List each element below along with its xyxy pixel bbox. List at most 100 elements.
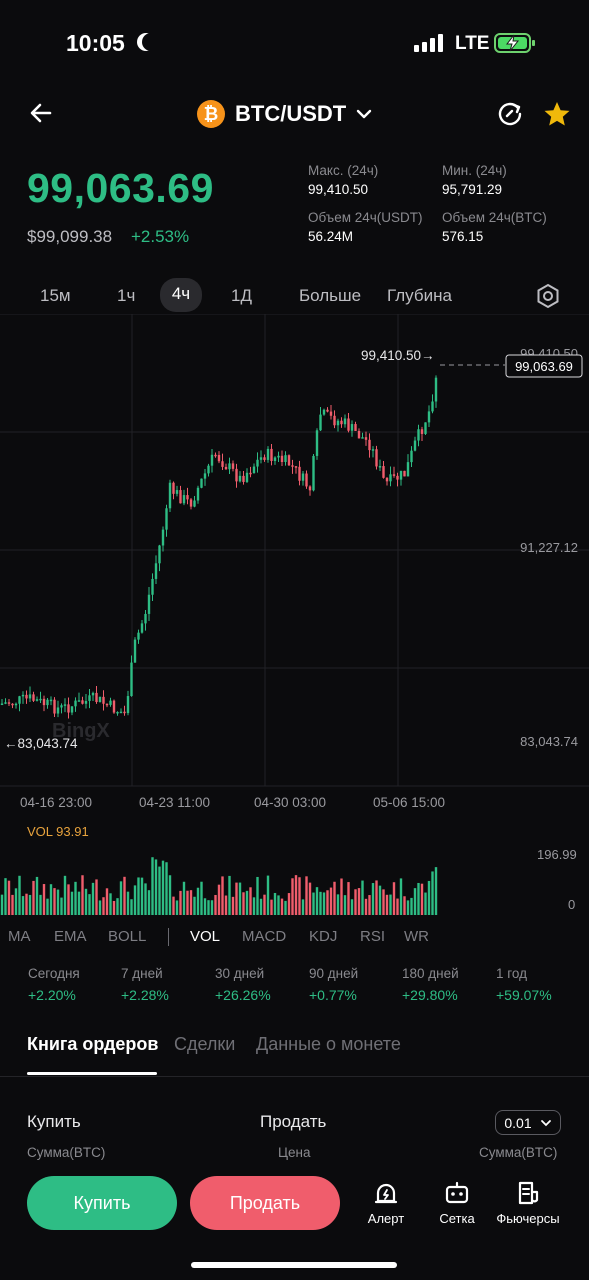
futures-label[interactable]: Фьючерсы [496, 1211, 560, 1226]
indicator-kdj[interactable]: KDJ [309, 928, 338, 945]
precision-select[interactable]: 0.01 [495, 1110, 561, 1135]
y-label-mid: 91,227.12 [520, 540, 578, 555]
candle-body [413, 440, 417, 451]
volume-bar [375, 880, 378, 915]
volume-bar [196, 887, 200, 915]
alert-bell-icon[interactable] [373, 1180, 399, 1206]
volume-bar [28, 894, 32, 915]
grid-bot-icon[interactable] [444, 1180, 470, 1206]
tab-order-book[interactable]: Книга ордеров [27, 1034, 159, 1054]
perf-label-180d: 180 дней [402, 966, 459, 981]
volume-bar [413, 888, 417, 915]
pair-selector[interactable]: ₿ BTC/USDT [197, 98, 372, 130]
candle-body [399, 470, 403, 480]
volume-bar [434, 867, 438, 915]
tab-15m[interactable]: 15м [40, 286, 71, 305]
indicator-rsi[interactable]: RSI [360, 928, 386, 945]
indicator-ema[interactable]: EMA [54, 928, 87, 945]
tab-1d[interactable]: 1Д [231, 286, 252, 305]
sell-button[interactable]: Продать [190, 1176, 340, 1230]
volume-bar [179, 890, 182, 915]
candle-body [95, 692, 98, 702]
volume-bar [63, 875, 67, 915]
candle-body [319, 414, 322, 431]
volume-bar [221, 876, 224, 915]
candle-body [329, 411, 333, 416]
volume-bar [182, 881, 186, 915]
vol-btc-value: 576.15 [442, 229, 484, 244]
volume-bar [105, 888, 109, 915]
buy-button[interactable]: Купить [27, 1176, 177, 1230]
perf-label-90d: 90 дней [309, 966, 359, 981]
volume-bar [266, 875, 270, 915]
volume-bar [347, 882, 350, 915]
candlestick-chart[interactable]: BingX 99,410.50→ ←83,043.74 99,410.50 91… [0, 314, 589, 822]
volume-bar [74, 881, 77, 915]
candle-body [203, 473, 207, 479]
candle-body [14, 703, 18, 706]
volume-bar [410, 897, 413, 915]
candle-body [221, 461, 224, 467]
volume-bar [235, 882, 238, 915]
volume-bar [368, 895, 371, 915]
volume-bar [151, 857, 154, 915]
star-icon[interactable] [543, 100, 571, 128]
volume-bar [140, 877, 144, 915]
indicator-vol[interactable]: VOL [190, 928, 221, 945]
volume-bar [154, 859, 158, 915]
candle-body [196, 487, 200, 501]
volume-bar [200, 881, 203, 915]
candle-body [277, 455, 280, 458]
volume-bar [364, 898, 368, 915]
tab-trades[interactable]: Сделки [174, 1034, 236, 1054]
candle-body [28, 694, 32, 699]
tab-depth[interactable]: Глубина [387, 286, 452, 305]
candle-body [25, 694, 28, 699]
volume-bar [102, 897, 105, 915]
volume-bar [326, 890, 329, 915]
candle-body [123, 711, 126, 714]
alert-label[interactable]: Алерт [367, 1211, 405, 1226]
tab-4h[interactable]: 4ч [160, 278, 202, 312]
candle-body [287, 455, 291, 466]
grid-label[interactable]: Сетка [439, 1211, 475, 1226]
volume-bar [88, 894, 91, 915]
tab-1h[interactable]: 1ч [117, 286, 136, 305]
candle-body [301, 473, 305, 481]
chart-grid [0, 314, 589, 787]
volume-bar [378, 885, 382, 915]
tab-more[interactable]: Больше [299, 286, 362, 305]
futures-icon[interactable] [515, 1180, 541, 1206]
volume-bar [130, 899, 133, 915]
indicator-boll[interactable]: BOLL [108, 928, 147, 945]
usd-price: $99,099.38 [27, 227, 113, 246]
refresh-icon[interactable] [496, 100, 524, 128]
indicator-macd[interactable]: MACD [242, 928, 287, 945]
volume-bar [116, 898, 119, 915]
candle-body [305, 473, 308, 487]
volume-bar [161, 860, 165, 915]
high-24h-label: Макс. (24ч) [308, 163, 379, 178]
candle-body [403, 470, 406, 477]
volume-bar [424, 892, 427, 915]
indicator-ma[interactable]: MA [8, 928, 31, 945]
volume-chart [0, 857, 438, 915]
candle-body [291, 465, 294, 467]
indicator-wr[interactable]: WR [404, 928, 429, 945]
candle-body [60, 705, 63, 708]
volume-bar [7, 880, 11, 915]
back-arrow-icon[interactable] [26, 98, 56, 128]
candle-body [4, 702, 7, 704]
volume-bar [298, 877, 301, 915]
volume-bar [98, 900, 102, 915]
candle-body [130, 662, 133, 697]
chart-settings-icon[interactable] [535, 283, 561, 309]
vol-usdt-value: 56.24M [308, 229, 354, 244]
candle-body [382, 466, 385, 478]
candle-body [343, 418, 347, 425]
tab-coin-data[interactable]: Данные о монете [256, 1034, 401, 1054]
candle-body [140, 623, 144, 633]
tab-divider [0, 1076, 589, 1077]
candle-body [32, 694, 35, 701]
candle-body [263, 457, 266, 460]
